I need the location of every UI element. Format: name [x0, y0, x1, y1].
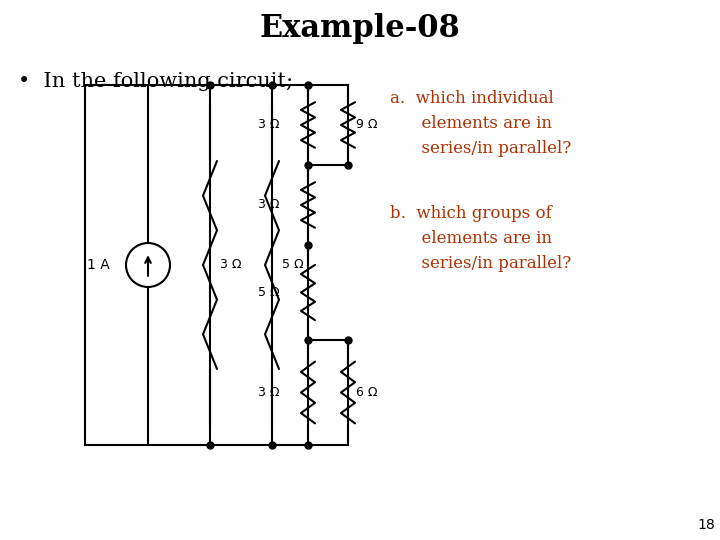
- Text: 9 Ω: 9 Ω: [356, 118, 377, 132]
- Text: 6 Ω: 6 Ω: [356, 386, 377, 399]
- Text: 3 Ω: 3 Ω: [258, 386, 280, 399]
- Text: 1 A: 1 A: [87, 258, 109, 272]
- Text: 5 Ω: 5 Ω: [258, 286, 280, 299]
- Text: 3 Ω: 3 Ω: [220, 259, 241, 272]
- Text: •  In the following circuit;: • In the following circuit;: [18, 72, 293, 91]
- Text: 3 Ω: 3 Ω: [258, 118, 280, 132]
- Text: 3 Ω: 3 Ω: [258, 199, 280, 212]
- Text: b.  which groups of
      elements are in
      series/in parallel?: b. which groups of elements are in serie…: [390, 205, 571, 272]
- Text: 18: 18: [697, 518, 715, 532]
- Text: a.  which individual
      elements are in
      series/in parallel?: a. which individual elements are in seri…: [390, 90, 571, 157]
- Text: Example-08: Example-08: [260, 13, 460, 44]
- Text: 5 Ω: 5 Ω: [282, 259, 304, 272]
